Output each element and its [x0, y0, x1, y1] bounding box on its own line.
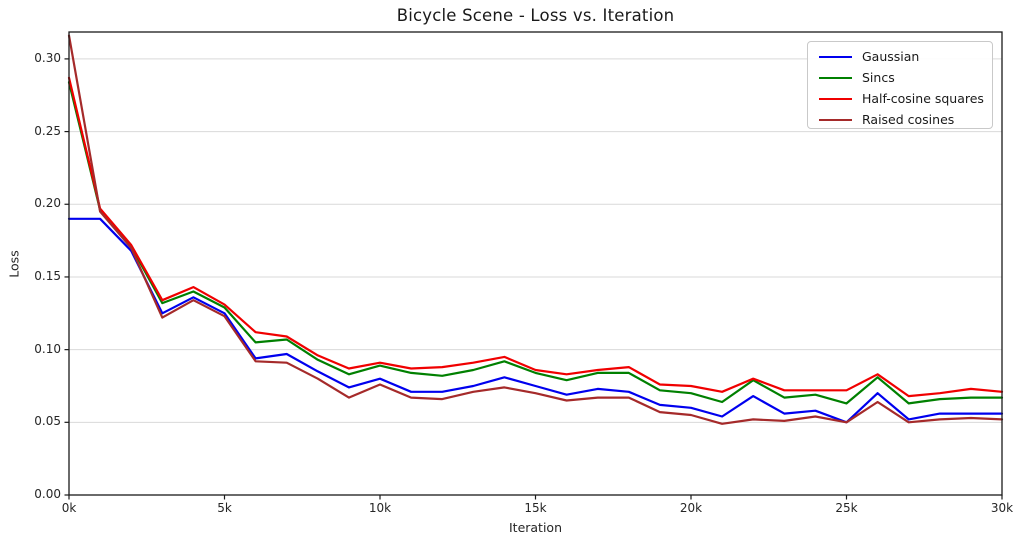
y-tick-label: 0.20 — [34, 196, 61, 211]
legend-line-swatch — [819, 55, 852, 58]
legend-label: Raised cosines — [862, 112, 955, 127]
x-tick-label: 25k — [835, 501, 858, 515]
y-tick-label: 0.10 — [34, 341, 61, 356]
legend-item: Gaussian — [819, 46, 992, 67]
legend-label: Gaussian — [862, 49, 920, 64]
legend-item: Raised cosines — [819, 109, 992, 130]
legend: Gaussian Sincs Half-cosine squares Raised c… — [807, 41, 993, 129]
chart-title: Bicycle Scene - Loss vs. Iteration — [396, 6, 675, 25]
y-tick-label: 0.00 — [34, 487, 61, 501]
series-line-raised-cosines — [67, 34, 1004, 425]
x-tick-label: 5k — [217, 501, 232, 515]
legend-item: Half-cosine squares — [819, 88, 992, 109]
legend-line-swatch — [819, 76, 852, 79]
x-tick-label: 10k — [368, 501, 392, 515]
legend-item: Sincs — [819, 67, 992, 88]
legend-label: Half-cosine squares — [862, 91, 984, 106]
y-tick-label: 0.25 — [34, 123, 61, 138]
y-tick-label: 0.05 — [34, 414, 61, 429]
x-tick-label: 15k — [524, 501, 547, 515]
y-tick-label: 0.30 — [34, 50, 61, 65]
x-tick-label: 30k — [990, 501, 1014, 515]
series-line-sincs — [67, 81, 1004, 405]
x-tick-label: 0k — [61, 501, 77, 515]
series-line-half-cosine-squares — [67, 76, 1004, 398]
x-tick-label: 20k — [679, 501, 703, 515]
legend-line-swatch — [819, 118, 852, 121]
x-axis-label: Iteration — [508, 520, 563, 535]
legend-label: Sincs — [862, 70, 895, 85]
y-tick-label: 0.15 — [34, 268, 61, 283]
legend-line-swatch — [819, 97, 852, 100]
